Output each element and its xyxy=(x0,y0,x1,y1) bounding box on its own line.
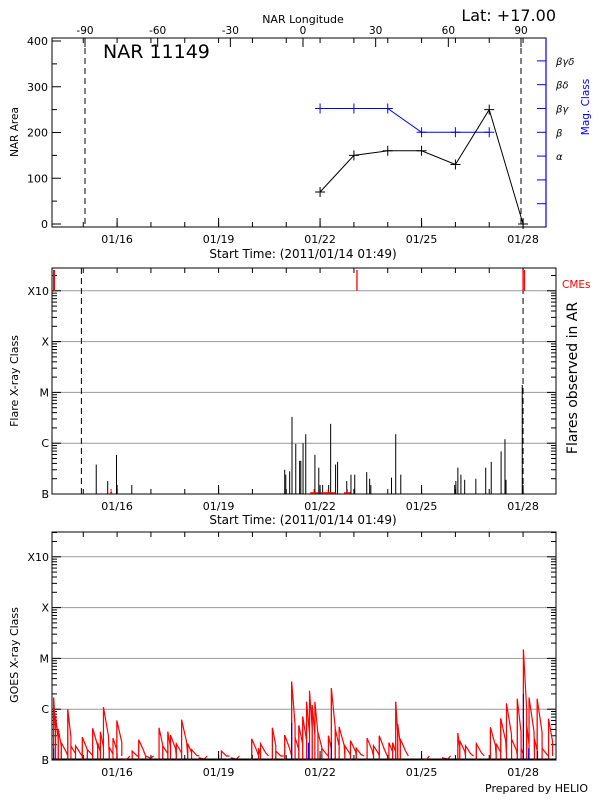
lat-label: Lat: +17.00 xyxy=(461,6,556,25)
y-tick-label: M xyxy=(40,386,50,399)
mag-class-point xyxy=(450,127,461,138)
flares-observed-label: Flares observed in AR xyxy=(565,302,581,454)
panel2-frame xyxy=(51,267,557,495)
nar-area-point xyxy=(315,186,326,197)
lon-tick-label: 30 xyxy=(369,25,382,37)
y-tick-label: 0 xyxy=(41,218,48,231)
y-tick-label: B xyxy=(41,754,49,767)
panel2-xlabel: Start Time: (2011/01/14 01:49) xyxy=(209,513,396,527)
x-tick-label: 01/16 xyxy=(101,766,133,779)
x-tick-label: 01/28 xyxy=(507,766,539,779)
mag-class-tick-label: βγδ xyxy=(555,57,574,68)
panel1-xlabel: Start Time: (2011/01/14 01:49) xyxy=(209,247,396,261)
lon-tick-label: 0 xyxy=(300,25,307,37)
y-tick-label: X10 xyxy=(27,551,49,564)
goes-class-ylabel: GOES X-ray Class xyxy=(8,607,21,703)
lon-tick-label: 60 xyxy=(442,25,455,37)
panel3-frame xyxy=(51,531,557,761)
y-tick-label: 100 xyxy=(27,172,48,185)
mag-class-point xyxy=(382,103,393,114)
x-tick-label: 01/25 xyxy=(406,233,438,246)
x-tick-label: 01/22 xyxy=(304,766,336,779)
mag-class-point xyxy=(315,103,326,114)
nar-area-point xyxy=(484,104,495,115)
mag-class-tick-label: βδ xyxy=(555,81,569,92)
nar-area-point xyxy=(348,150,359,161)
x-tick-label: 01/19 xyxy=(203,766,235,779)
y-tick-label: C xyxy=(41,437,49,450)
nar-area-point xyxy=(518,219,529,229)
flare-class-ylabel: Flare X-ray Class xyxy=(8,335,21,427)
x-tick-label: 01/28 xyxy=(507,233,539,246)
y-tick-label: B xyxy=(41,488,49,501)
nar-title: NAR 11149 xyxy=(103,41,210,63)
nar-area-ylabel: NAR Area xyxy=(9,107,21,157)
x-tick-label: 01/22 xyxy=(304,233,336,246)
x-tick-label: 01/19 xyxy=(203,500,235,513)
nar-area-point xyxy=(450,159,461,170)
nar-area-line xyxy=(319,108,524,225)
mag-class-line xyxy=(320,108,490,133)
x-tick-label: 01/28 xyxy=(507,500,539,513)
y-tick-label: X xyxy=(41,602,49,615)
lon-tick-label: -60 xyxy=(149,25,166,37)
mag-class-point xyxy=(484,127,495,138)
x-tick-label: 01/16 xyxy=(101,233,133,246)
y-tick-label: C xyxy=(41,703,49,716)
mag-class-tick-label: α xyxy=(556,152,563,163)
x-tick-label: 01/16 xyxy=(101,500,133,513)
goes-long-channel xyxy=(53,649,554,761)
y-tick-label: 200 xyxy=(27,127,48,140)
nar-area-point xyxy=(416,145,427,156)
y-tick-label: 400 xyxy=(27,35,48,48)
top-axis-label: NAR Longitude xyxy=(262,13,344,26)
y-tick-label: M xyxy=(40,652,50,665)
lon-tick-label: -90 xyxy=(76,25,93,37)
mag-class-ylabel: Mag. Class xyxy=(580,79,592,135)
x-tick-label: 01/19 xyxy=(203,233,235,246)
y-tick-label: X xyxy=(41,336,49,349)
mag-class-point xyxy=(348,103,359,114)
prepared-by: Prepared by HELIO xyxy=(485,782,588,795)
y-tick-label: 300 xyxy=(27,81,48,94)
x-tick-label: 01/22 xyxy=(304,500,336,513)
lon-tick-label: 90 xyxy=(514,25,527,37)
nar-area-point xyxy=(382,145,393,156)
x-tick-label: 01/25 xyxy=(406,500,438,513)
x-tick-label: 01/25 xyxy=(406,766,438,779)
mag-class-tick-label: β xyxy=(555,128,563,139)
mag-class-tick-label: βγ xyxy=(555,105,569,116)
cmes-label: CMEs xyxy=(562,279,591,291)
mag-class-point xyxy=(416,127,427,138)
lon-tick-label: -30 xyxy=(222,25,239,37)
y-tick-label: X10 xyxy=(27,285,49,298)
